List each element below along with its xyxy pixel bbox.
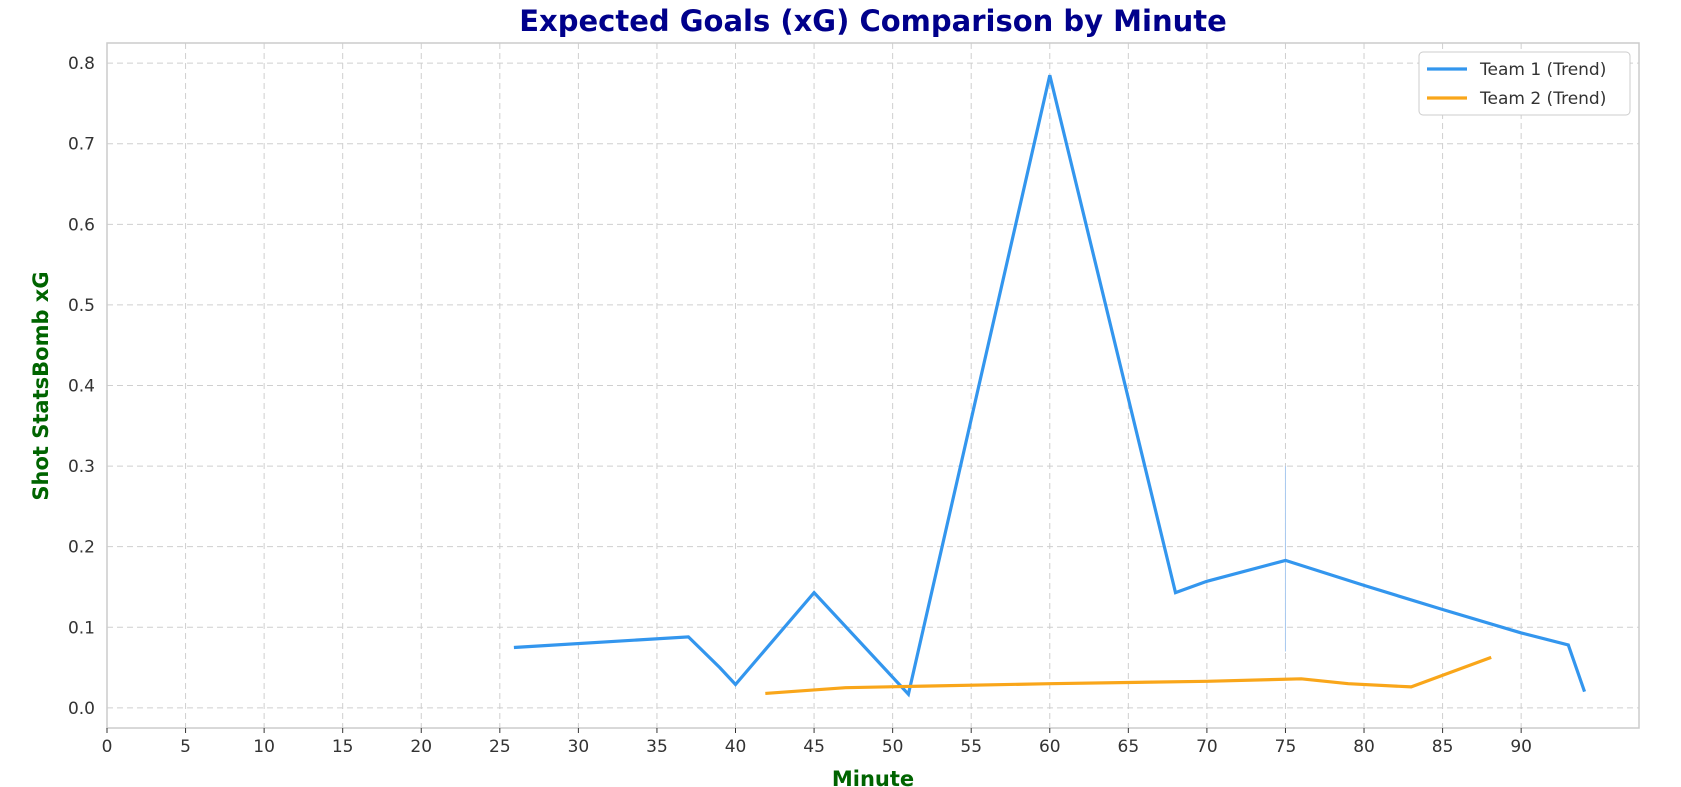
series-line-team-1 xyxy=(513,74,1587,698)
x-tick-label: 45 xyxy=(803,737,825,757)
x-tick-label: 0 xyxy=(102,737,113,757)
legend-box xyxy=(1418,51,1631,116)
x-tick-label: 25 xyxy=(489,737,511,757)
x-tick-label: 10 xyxy=(253,737,275,757)
y-axis-label: Shot StatsBomb xG xyxy=(29,271,53,500)
legend: Team 1 (Trend) Team 2 (Trend) xyxy=(1418,51,1631,116)
series-line-team-2 xyxy=(765,655,1492,696)
x-tick-label: 65 xyxy=(1118,737,1140,757)
y-tick-label: 0.2 xyxy=(68,538,95,558)
series-lines xyxy=(513,74,1587,698)
x-tick-label: 20 xyxy=(410,737,432,757)
grid xyxy=(106,43,1639,728)
x-tick-label: 35 xyxy=(646,737,668,757)
x-axis-ticks: 0 5 10 15 20 25 30 35 40 45 50 55 60 65 70 75 80 85 90 xyxy=(102,728,1532,757)
y-tick-label: 0.4 xyxy=(68,377,95,397)
x-tick-label: 30 xyxy=(568,737,590,757)
y-tick-label: 0.8 xyxy=(68,54,95,74)
x-tick-label: 55 xyxy=(960,737,982,757)
x-tick-label: 15 xyxy=(332,737,354,757)
legend-label: Team 1 (Trend) xyxy=(1479,60,1606,80)
legend-label: Team 2 (Trend) xyxy=(1479,89,1606,109)
y-tick-label: 0.7 xyxy=(68,135,95,155)
y-axis-ticks: 0.0 0.1 0.2 0.3 0.4 0.5 0.6 0.7 0.8 xyxy=(68,54,95,719)
x-tick-label: 80 xyxy=(1353,737,1375,757)
x-tick-label: 75 xyxy=(1275,737,1297,757)
x-tick-label: 50 xyxy=(882,737,904,757)
y-tick-label: 0.5 xyxy=(68,296,95,316)
x-tick-label: 5 xyxy=(180,737,191,757)
x-tick-label: 90 xyxy=(1510,737,1532,757)
x-tick-label: 85 xyxy=(1432,737,1454,757)
y-tick-label: 0.3 xyxy=(68,457,95,477)
y-tick-label: 0.1 xyxy=(68,618,95,638)
plot-frame xyxy=(106,42,1640,729)
x-tick-label: 70 xyxy=(1196,737,1218,757)
chart-title: Expected Goals (xG) Comparison by Minute xyxy=(519,4,1227,38)
x-tick-label: 60 xyxy=(1039,737,1061,757)
y-tick-label: 0.0 xyxy=(68,699,95,719)
x-axis-label: Minute xyxy=(832,767,914,787)
y-tick-label: 0.6 xyxy=(68,215,95,235)
x-tick-label: 40 xyxy=(725,737,747,757)
